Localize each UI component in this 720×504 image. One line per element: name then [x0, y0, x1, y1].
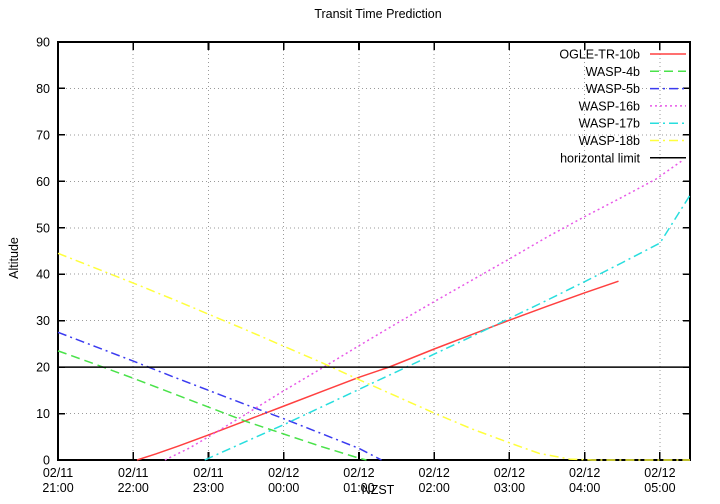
series-lines [57, 159, 691, 461]
series-line-wasp-18b [57, 252, 690, 461]
x-tick-label-time: 03:00 [494, 481, 525, 495]
x-tick-label-time: 23:00 [193, 481, 224, 495]
y-tick-label: 70 [36, 128, 50, 142]
y-tick-label: 40 [36, 268, 50, 282]
series-line-ogle-tr-10b [136, 280, 619, 461]
x-tick-label-date: 02/12 [644, 466, 675, 480]
x-tick-label-time: 05:00 [644, 481, 675, 495]
y-tick-label: 0 [43, 454, 50, 468]
x-tick-label-time: 04:00 [569, 481, 600, 495]
x-tick-label-date: 02/11 [193, 466, 223, 480]
x-tick-label-time: 02:00 [419, 481, 450, 495]
series-line-wasp-5b [57, 331, 382, 461]
chart-legend: OGLE-TR-10b WASP-4b WASP-5b WASP-16b WASP-17… [559, 48, 686, 165]
legend-label-horizontal-limit: horizontal limit [560, 151, 640, 165]
x-tick-label-time: 01:00 [343, 481, 374, 495]
series-line-wasp-16b [164, 159, 683, 461]
x-tick-label-time: 00:00 [268, 481, 299, 495]
legend-label-ogle-tr-10b: OGLE-TR-10b [559, 48, 640, 62]
plot-border [57, 41, 691, 461]
y-tick-label: 50 [36, 221, 50, 235]
y-axis-ticks: 0 10 20 30 40 50 60 70 80 90 [36, 36, 690, 468]
series-line-wasp-17b [204, 194, 691, 461]
y-tick-label: 30 [36, 314, 50, 328]
x-tick-label-date: 02/12 [494, 466, 525, 480]
x-tick-label-date: 02/11 [43, 466, 73, 480]
x-tick-label-time: 22:00 [118, 481, 149, 495]
legend-label-wasp-17b: WASP-17b [579, 117, 640, 131]
x-tick-label-date: 02/12 [419, 466, 450, 480]
x-axis-ticks: 02/1121:0002/1122:0002/1123:0002/1200:00… [42, 42, 676, 495]
y-tick-label: 60 [36, 175, 50, 189]
legend-label-wasp-4b: WASP-4b [586, 65, 640, 79]
x-tick-label-date: 02/12 [268, 466, 299, 480]
legend-label-wasp-18b: WASP-18b [579, 134, 640, 148]
y-tick-label: 10 [36, 407, 50, 421]
x-tick-label-date: 02/12 [569, 466, 600, 480]
x-tick-label-date: 02/12 [343, 466, 374, 480]
y-axis-title: Altitude [7, 237, 21, 279]
x-tick-label-date: 02/11 [118, 466, 148, 480]
x-tick-label-time: 21:00 [42, 481, 73, 495]
chart-title: Transit Time Prediction [314, 7, 441, 21]
x-axis-title: NZST [362, 483, 395, 497]
series-line-wasp-4b [57, 350, 367, 461]
y-tick-label: 90 [36, 36, 50, 50]
legend-label-wasp-16b: WASP-16b [579, 99, 640, 113]
y-tick-label: 80 [36, 82, 50, 96]
y-tick-label: 20 [36, 361, 50, 375]
legend-label-wasp-5b: WASP-5b [586, 82, 640, 96]
